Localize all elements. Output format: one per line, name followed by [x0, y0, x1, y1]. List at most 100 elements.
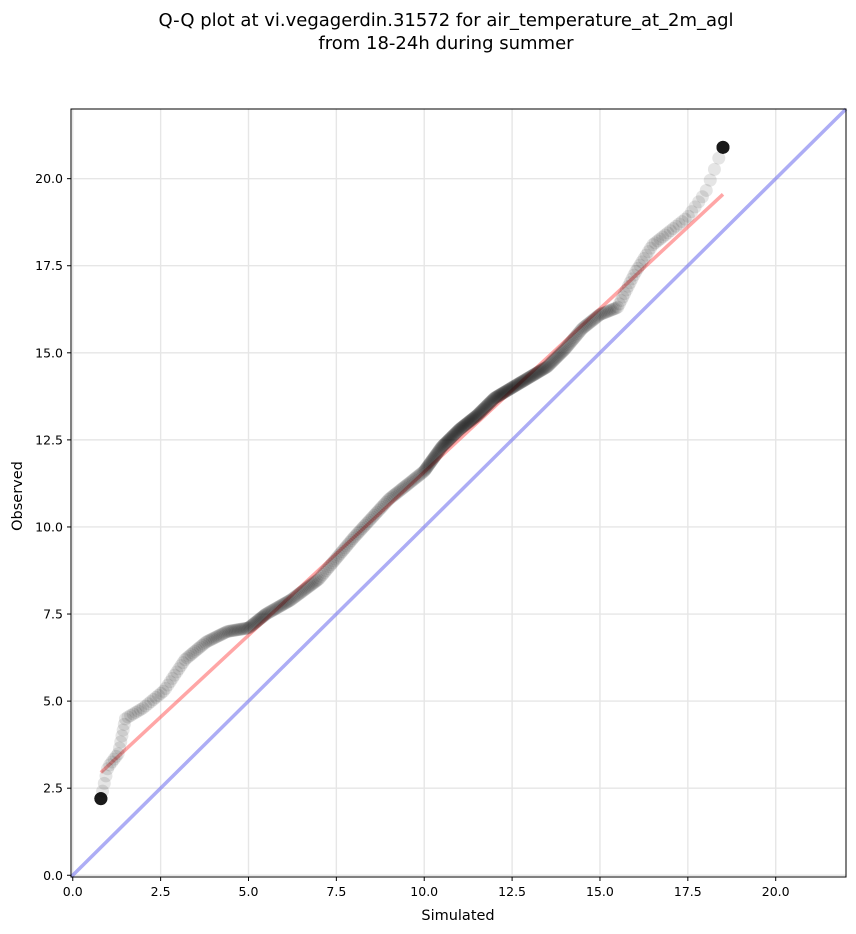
scatter-point — [275, 598, 289, 612]
scatter-point — [94, 792, 108, 806]
scatter-point — [557, 343, 571, 357]
scatter-point — [579, 319, 593, 333]
scatter-point — [213, 628, 227, 642]
scatter-point — [474, 405, 488, 419]
scatter-point — [299, 582, 313, 596]
y-tick-label-5: 12.5 — [35, 432, 63, 447]
scatter-point — [472, 407, 486, 421]
scatter-point — [511, 377, 525, 391]
scatter-point — [500, 384, 514, 398]
scatter-point — [517, 373, 531, 387]
scatter-point — [434, 440, 448, 454]
scatter-point — [117, 717, 131, 731]
scatter-point — [332, 548, 346, 562]
scatter-point — [716, 140, 730, 154]
scatter-point — [538, 361, 552, 375]
scatter-point — [438, 437, 452, 451]
scatter-point — [176, 656, 190, 670]
scatter-point — [246, 617, 260, 631]
scatter-point — [251, 614, 265, 628]
scatter-point — [402, 476, 416, 490]
scatter-point — [118, 712, 132, 726]
scatter-point — [303, 579, 317, 593]
scatter-point — [486, 393, 500, 407]
scatter-point — [506, 380, 520, 394]
scatter-point — [370, 505, 384, 519]
scatter-point — [311, 573, 325, 587]
scatter-point — [618, 286, 632, 300]
scatter-point — [471, 408, 485, 422]
scatter-point — [298, 583, 312, 597]
scatter-point — [272, 600, 286, 614]
scatter-point — [594, 307, 608, 321]
scatter-point — [436, 439, 450, 453]
scatter-point — [585, 314, 599, 328]
scatter-point — [530, 366, 544, 380]
scatter-points — [94, 140, 730, 806]
scatter-point — [418, 463, 432, 477]
scatter-point — [444, 430, 458, 444]
scatter-point — [392, 484, 406, 498]
scatter-point — [161, 678, 175, 692]
scatter-point — [575, 322, 589, 336]
scatter-point — [253, 612, 267, 626]
scatter-point — [455, 420, 469, 434]
plot-frame — [70, 108, 847, 878]
scatter-point — [343, 535, 357, 549]
scatter-point — [480, 398, 494, 412]
scatter-point — [264, 604, 278, 618]
y-tick-label-3: 7.5 — [43, 607, 63, 622]
scatter-point — [193, 640, 207, 654]
scatter-point — [451, 424, 465, 438]
scatter-point — [548, 352, 562, 366]
scatter-point — [291, 588, 305, 602]
scatter-point — [598, 305, 612, 319]
scatter-point — [361, 515, 375, 529]
scatter-point — [582, 316, 596, 330]
scatter-point — [555, 345, 569, 359]
scatter-point — [257, 609, 271, 623]
scatter-point — [476, 403, 490, 417]
scatter-point — [541, 359, 555, 373]
scatter-point — [401, 477, 415, 491]
x-axis-ticks: 0.0 2.5 5.0 7.5 10.0 12.5 15.0 17.5 20.0 — [63, 877, 790, 899]
scatter-point — [469, 410, 483, 424]
scatter-point — [619, 283, 633, 297]
scatter-point — [558, 342, 572, 356]
scatter-point — [170, 665, 184, 679]
scatter-point — [215, 627, 229, 641]
scatter-point — [431, 445, 445, 459]
scatter-point — [505, 381, 519, 395]
scatter-point — [178, 653, 192, 667]
scatter-point — [340, 539, 354, 553]
scatter-point — [456, 419, 470, 433]
scatter-point — [363, 513, 377, 527]
scatter-point — [280, 595, 294, 609]
scatter-point — [184, 648, 198, 662]
scatter-point — [316, 567, 330, 581]
scatter-point — [369, 507, 383, 521]
scatter-point — [497, 385, 511, 399]
scatter-point — [453, 422, 467, 436]
scatter-point — [487, 391, 501, 405]
scatter-point — [712, 151, 726, 165]
scatter-point — [240, 621, 254, 635]
scatter-point — [200, 634, 214, 648]
scatter-point — [376, 499, 390, 513]
scatter-point — [204, 633, 218, 647]
scatter-point — [528, 367, 542, 381]
scatter-point — [623, 276, 637, 290]
scatter-point — [681, 209, 695, 223]
scatter-point — [266, 603, 280, 617]
x-tick-label-2: 5.0 — [239, 884, 259, 899]
fit-line-layer — [99, 193, 725, 774]
scatter-point — [607, 302, 621, 316]
scatter-point — [442, 433, 456, 447]
scatter-point — [611, 300, 625, 314]
scatter-point — [317, 565, 331, 579]
scatter-point — [663, 224, 677, 238]
scatter-point — [595, 307, 609, 321]
scatter-point — [466, 412, 480, 426]
scatter-point — [412, 468, 426, 482]
